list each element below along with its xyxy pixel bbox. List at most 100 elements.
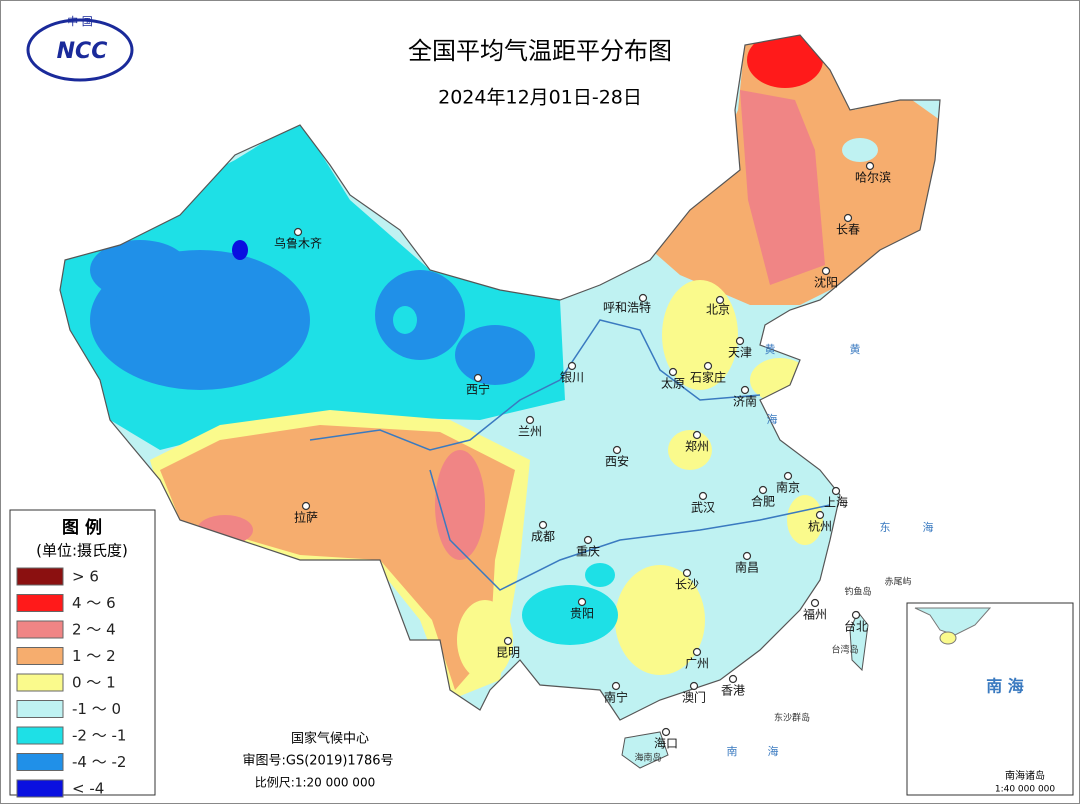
anomaly-region [842,138,878,162]
city-label: 贵阳 [570,607,594,621]
city-label: 太原 [661,376,685,391]
city-marker [742,551,752,561]
inset-box [906,602,1074,796]
sea-label: 海 [767,412,778,426]
inset-title: 南海诸岛 [1005,769,1045,782]
taiwan [849,611,869,672]
title: 全国平均气温距平分布图 [408,37,672,65]
city-marker [661,727,671,737]
logo-top: 中 国 [67,15,93,28]
subtitle: 2024年12月01日-28日 [438,87,642,109]
legend-label: > 6 [72,568,99,586]
city-marker [668,367,678,377]
anomaly-region [740,90,825,285]
city-marker [851,610,861,620]
anomaly-region [615,565,705,675]
city-label: 上海 [824,495,848,510]
legend-swatch [16,700,64,718]
legend-swatch [16,753,64,771]
city-label: 澳门 [682,690,706,705]
city-label: 西安 [605,454,629,469]
island-label: 台湾岛 [831,644,858,656]
city-marker [689,681,699,691]
city-label: 海口 [654,736,678,751]
legend-swatch [16,647,64,665]
legend-label: 2 ～ 4 [72,621,116,639]
legend-label: 1 ～ 2 [72,647,116,665]
sea-label: 黄 [850,342,861,356]
city-marker [682,568,692,578]
city-label: 南昌 [735,560,759,575]
legend-swatch [16,620,64,639]
island-label: 钓鱼岛 [844,586,871,598]
city-marker [538,520,548,530]
footer-scale: 比例尺:1:20 000 000 [255,776,375,790]
city-marker [692,647,702,657]
anomaly-region [393,306,417,334]
legend-label: -2 ～ -1 [72,727,126,745]
legend-label: < -4 [72,780,104,798]
legend-title: 图 例 [62,517,102,538]
city-marker [821,266,831,276]
city-label: 天津 [728,346,752,360]
city-marker [783,471,793,481]
city-marker [583,535,593,545]
inset: 南 海 南海诸岛 1:40 000 000 [906,602,1074,796]
city-marker [293,227,303,237]
city-marker [703,361,713,371]
city-label: 沈阳 [814,275,838,290]
anomaly-region [747,35,823,88]
river [309,319,761,451]
logo-text: NCC [57,39,108,64]
city-label: 银川 [560,371,584,385]
legend-label: -4 ～ -2 [72,753,126,771]
city-marker [612,445,622,455]
city-label: 拉萨 [294,510,318,525]
city-label: 武汉 [691,501,715,515]
city-label: 哈尔滨 [855,170,891,185]
city-label: 石家庄 [690,370,726,385]
city-label: 兰州 [518,425,542,439]
island-label: 东沙群岛 [774,712,810,724]
legend-label: -1 ～ 0 [72,700,121,718]
city-marker [843,213,853,223]
legend-label: 4 ～ 6 [72,594,116,612]
city-label: 香港 [721,684,745,698]
anomaly-region [662,280,738,390]
city-label: 重庆 [576,545,600,559]
city-label: 长春 [836,223,860,237]
legend-swatch [16,726,64,745]
sea-label: 南 [727,745,738,758]
sea-label: 海 [923,520,934,534]
city-marker [473,373,483,383]
city-marker [728,674,738,684]
legend-swatch [16,779,64,798]
river [429,469,831,591]
inset-scale: 1:40 000 000 [995,785,1056,795]
city-label: 台北 [844,619,868,634]
city-label: 济南 [733,394,757,409]
anomaly-regions [60,35,940,700]
city-marker [740,385,750,395]
footer-approval: 审图号:GS(2019)1786号 [242,754,393,769]
city-marker [577,597,587,607]
anomaly-region [160,425,515,690]
legend: 图 例 (单位:摄氏度) > 6 4 ～ 6 2 ～ 4 1 ～ 2 0 ～ 1 -1 ～… [9,509,156,798]
city-marker [692,430,702,440]
anomaly-region [455,325,535,385]
city-label: 郑州 [685,439,709,454]
inset-sea: 南 海 [986,677,1024,696]
sea-label: 黄 [765,342,776,356]
city-marker [503,636,513,646]
sea-label: 海 [768,744,779,758]
city-label: 合肥 [751,494,775,509]
footer-org: 国家气候中心 [291,731,369,747]
legend-unit: (单位:摄氏度) [36,542,128,560]
legend-swatch [16,567,64,586]
anomaly-region [457,600,513,680]
city-marker [815,510,825,520]
sea-label: 东 [880,521,891,534]
city-marker [698,491,708,501]
